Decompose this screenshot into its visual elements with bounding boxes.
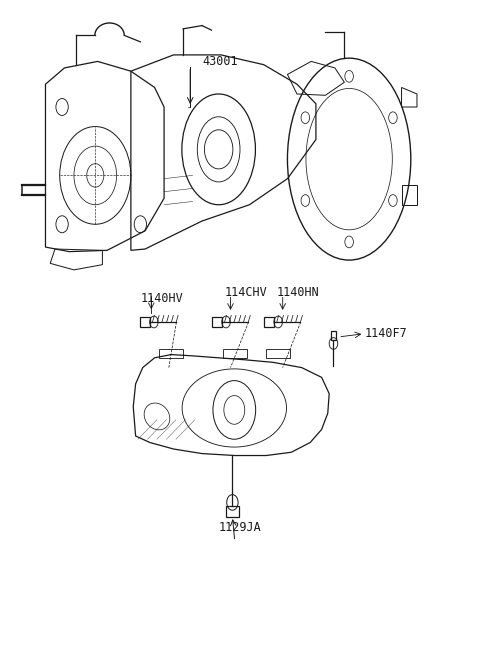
Text: 1140HN: 1140HN	[277, 286, 320, 298]
Text: 1129JA: 1129JA	[219, 521, 262, 533]
Text: 1140HV: 1140HV	[140, 292, 183, 305]
Text: 43001: 43001	[202, 55, 238, 68]
Text: 1140F7: 1140F7	[364, 327, 407, 340]
Text: 114CHV: 114CHV	[225, 286, 267, 298]
